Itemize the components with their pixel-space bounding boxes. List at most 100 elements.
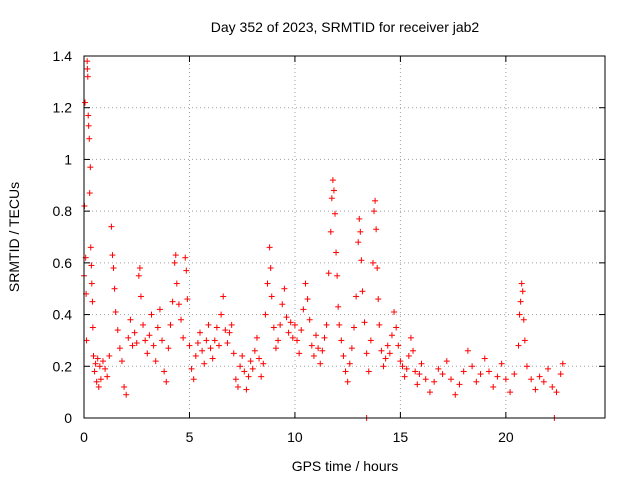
data-point: [180, 334, 187, 341]
data-point: [121, 383, 128, 390]
data-point: [300, 306, 307, 313]
data-point: [399, 363, 406, 370]
data-point: [94, 355, 101, 362]
data-point: [224, 340, 231, 347]
data-point: [249, 365, 256, 372]
data-point: [85, 112, 92, 119]
data-point: [376, 321, 383, 328]
data-point: [111, 285, 118, 292]
x-tick-label: 5: [186, 429, 194, 445]
data-point: [401, 373, 408, 380]
data-point: [469, 363, 476, 370]
data-point: [112, 308, 119, 315]
data-point: [266, 244, 273, 251]
data-point: [146, 332, 153, 339]
y-tick-label: 1: [64, 151, 72, 167]
data-point: [84, 73, 91, 80]
data-point: [135, 272, 142, 279]
data-point: [523, 363, 530, 370]
data-point: [405, 352, 412, 359]
y-tick-label: 0: [64, 410, 72, 426]
data-point: [559, 360, 566, 367]
data-point: [270, 324, 277, 331]
data-point: [169, 298, 176, 305]
data-point: [353, 293, 360, 300]
data-point: [262, 311, 269, 318]
data-point: [386, 350, 393, 357]
data-point: [355, 239, 362, 246]
data-point: [239, 352, 246, 359]
data-point: [102, 365, 109, 372]
data-point: [283, 314, 290, 321]
data-point: [245, 373, 252, 380]
data-point: [175, 301, 182, 308]
data-point: [296, 350, 303, 357]
x-tick-label: 0: [80, 429, 88, 445]
data-point: [173, 280, 180, 287]
data-point: [375, 296, 382, 303]
data-point: [213, 324, 220, 331]
data-point: [188, 365, 195, 372]
data-point: [114, 327, 121, 334]
data-point: [414, 381, 421, 388]
data-point: [357, 228, 364, 235]
data-point: [330, 187, 337, 194]
data-point: [373, 226, 380, 233]
data-point: [97, 376, 104, 383]
data-point: [356, 215, 363, 222]
data-point: [287, 319, 294, 326]
y-tick-label: 0.2: [53, 358, 73, 374]
data-point: [367, 337, 374, 344]
data-point: [435, 365, 442, 372]
data-point: [82, 99, 89, 106]
data-point: [84, 65, 91, 72]
data-point: [443, 358, 450, 365]
data-point: [473, 378, 480, 385]
data-point: [190, 376, 197, 383]
data-point: [186, 342, 193, 349]
data-point: [89, 298, 96, 305]
data-point: [109, 252, 116, 259]
data-point: [83, 337, 90, 344]
data-point: [363, 350, 370, 357]
data-point: [218, 311, 225, 318]
data-point: [329, 177, 336, 184]
data-point: [281, 285, 288, 292]
data-point: [448, 376, 455, 383]
data-point: [410, 347, 417, 354]
data-point: [494, 373, 501, 380]
data-point: [144, 350, 151, 357]
data-point: [407, 334, 414, 341]
data-point: [285, 329, 292, 336]
data-point: [127, 316, 134, 323]
data-point: [86, 190, 93, 197]
x-tick-label: 20: [498, 429, 514, 445]
data-point: [241, 368, 248, 375]
tick-layer: 0 0.2 0.4 0.6 0.8 1 1.2 1.4 0 5 10 15 20: [53, 48, 605, 445]
data-point: [205, 321, 212, 328]
data-point: [328, 195, 335, 202]
data-point: [395, 342, 402, 349]
grid-layer: [84, 56, 605, 418]
data-point: [521, 337, 528, 344]
data-point: [272, 345, 279, 352]
data-point: [142, 337, 149, 344]
x-tick-label: 10: [287, 429, 303, 445]
data-point: [557, 371, 564, 378]
data-point: [540, 378, 547, 385]
data-point: [464, 347, 471, 354]
data-point: [388, 332, 395, 339]
data-point: [332, 210, 339, 217]
data-point: [397, 358, 404, 365]
data-point: [267, 265, 274, 272]
data-point: [125, 334, 132, 341]
data-point: [342, 368, 349, 375]
y-tick-label: 1.2: [53, 100, 73, 116]
data-point: [194, 340, 201, 347]
data-point: [93, 378, 100, 385]
data-point: [532, 386, 539, 393]
data-point: [507, 389, 514, 396]
data-point: [340, 352, 347, 359]
data-point: [243, 386, 250, 393]
